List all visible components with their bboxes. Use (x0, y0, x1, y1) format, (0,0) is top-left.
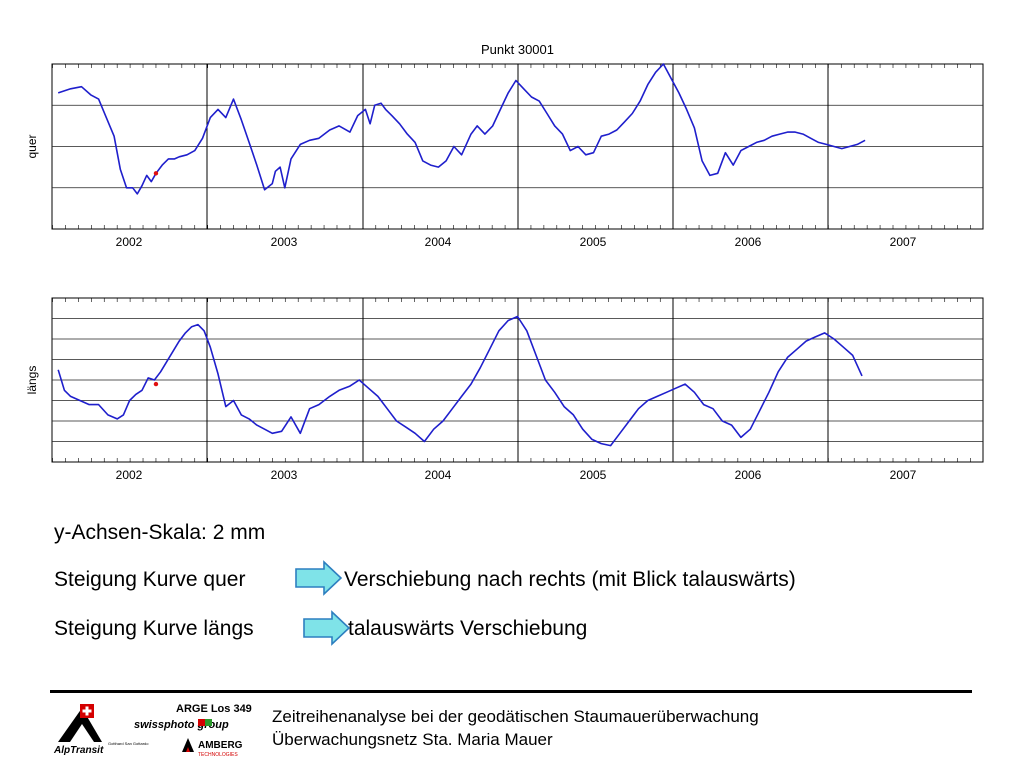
footer-line-1: Zeitreihenanalyse bei der geodätischen S… (272, 707, 759, 726)
note-laengs-right: talauswärts Verschiebung (348, 617, 588, 640)
note-quer-right: Verschiebung nach rechts (mit Blick tala… (344, 568, 796, 591)
amberg-label: AMBERG (198, 740, 243, 751)
data-marker (153, 171, 159, 176)
footer-line-2: Überwachungsnetz Sta. Maria Mauer (272, 730, 553, 749)
footer-divider (50, 690, 972, 693)
chart-title: Punkt 30001 (481, 42, 554, 57)
x-tick-label: 2004 (425, 468, 452, 482)
x-tick-label: 2002 (116, 235, 143, 249)
x-tick-label: 2006 (735, 468, 762, 482)
x-tick-label: 2002 (116, 468, 143, 482)
x-tick-label: 2005 (580, 235, 607, 249)
note-laengs-left: Steigung Kurve längs (54, 617, 254, 640)
swissphoto-label: swissphoto group (134, 719, 229, 731)
y-axis-label: längs (25, 366, 39, 395)
charts-canvas: 2002 2003 2004 2005 2006 2007 quer Punkt 30001 2… (25, 42, 984, 482)
x-tick-label: 2003 (271, 235, 298, 249)
note-scale: y-Achsen-Skala: 2 mm (54, 521, 266, 544)
x-tick-label: 2006 (735, 235, 762, 249)
x-tick-label: 2005 (580, 468, 607, 482)
arge-label: ARGE Los 349 (176, 703, 252, 715)
x-tick-label: 2004 (425, 235, 452, 249)
arrow-right-icon (295, 560, 343, 596)
footer-text: Zeitreihenanalyse bei der geodätischen S… (272, 705, 759, 751)
y-axis-label: quer (25, 134, 39, 158)
arge-logo: ARGE Los 349 swissphoto group AMBERG TEC… (134, 703, 252, 758)
series-line (57, 63, 866, 195)
x-tick-label: 2003 (271, 468, 298, 482)
x-tick-label: 2007 (890, 468, 917, 482)
amberg-sub: TECHNOLOGIES (198, 752, 238, 758)
data-marker (153, 381, 159, 387)
arrow-right-icon (303, 610, 351, 646)
series-line (57, 315, 863, 447)
alptransit-logo: AlpTransit Gotthard San Gottardo (53, 704, 149, 756)
alptransit-wordmark: AlpTransit (53, 745, 104, 756)
alptransit-sub: Gotthard San Gottardo (108, 741, 149, 746)
x-tick-label: 2007 (890, 235, 917, 249)
note-quer-left: Steigung Kurve quer (54, 568, 246, 591)
